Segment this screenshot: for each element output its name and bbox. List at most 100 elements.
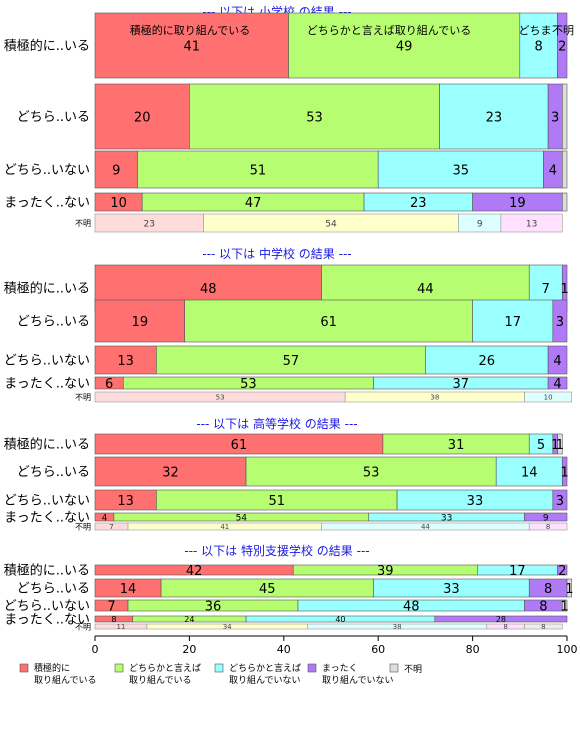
row-label: どちら..いない: [4, 599, 90, 614]
data-label: 8: [111, 615, 116, 624]
x-tick-label: 100: [557, 643, 578, 656]
data-label: 5: [537, 438, 545, 453]
unknown-data-label: 54: [325, 219, 337, 229]
bar-segment: [434, 615, 568, 623]
data-label: 7: [107, 599, 115, 614]
data-label: 4: [549, 163, 557, 178]
data-label: 53: [240, 377, 257, 392]
unknown-data-label: 53: [216, 394, 225, 402]
data-label: 48: [403, 599, 420, 614]
legend-swatch: [307, 663, 317, 673]
unknown-data-label: 44: [421, 523, 430, 531]
data-label: 3: [551, 110, 559, 125]
bar-segment: [552, 489, 568, 511]
data-label: 1: [565, 582, 573, 597]
bar-segment: [137, 150, 379, 189]
bar-segment: [561, 83, 568, 150]
data-label: 17: [509, 564, 526, 579]
bar-segment: [557, 12, 568, 79]
row-label: 積極的に..いる: [4, 437, 90, 453]
data-label: 9: [543, 513, 549, 523]
x-tick-label: 80: [466, 643, 480, 656]
x-tick-label: 0: [92, 643, 99, 656]
legend-label: 取り組んでいる: [129, 674, 192, 686]
data-label: 53: [363, 465, 380, 480]
data-label: 44: [417, 282, 434, 297]
panel-title: --- 以下は 中学校 の結果 ---: [202, 246, 351, 261]
bar-segment: [561, 150, 568, 189]
data-label: 33: [443, 582, 460, 597]
data-label: 1: [560, 282, 568, 297]
data-label: 33: [467, 494, 484, 509]
column-label: 積極的に取り組んでいる: [130, 23, 250, 37]
data-label: 61: [231, 438, 248, 453]
data-label: 61: [320, 315, 337, 330]
data-label: 2: [558, 39, 566, 54]
bar-segment: [557, 433, 563, 455]
legend-swatch: [389, 663, 399, 673]
data-label: 24: [184, 615, 194, 624]
data-label: 14: [120, 582, 137, 597]
data-label: 14: [521, 465, 538, 480]
data-label: 19: [132, 315, 149, 330]
legend-label: 不明: [404, 664, 422, 675]
row-label: 積極的に..いる: [4, 563, 90, 579]
data-label: 9: [112, 163, 120, 178]
data-label: 31: [448, 438, 465, 453]
bar-segment: [94, 345, 157, 375]
unknown-data-label: 13: [526, 219, 537, 229]
data-label: 13: [117, 354, 134, 369]
unknown-bar-segment: [524, 623, 563, 630]
unknown-data-label: 41: [220, 523, 229, 531]
data-label: 26: [478, 354, 495, 369]
row-label: どちら..いる: [17, 315, 90, 330]
data-label: 42: [186, 564, 203, 579]
bar-segment: [547, 376, 568, 390]
data-label: 8: [544, 582, 552, 597]
bar-segment: [472, 299, 554, 343]
legend-label: どちらかと言えば: [229, 662, 301, 674]
unknown-row-label: 不明: [75, 623, 91, 632]
row-label: 積極的に..いる: [4, 281, 90, 297]
unknown-bar-segment: [524, 391, 573, 403]
legend-label: 積極的に: [34, 662, 70, 674]
row-label: どちら..いる: [17, 465, 90, 480]
data-label: 4: [553, 354, 561, 369]
data-label: 51: [268, 494, 285, 509]
unknown-data-label: 7: [109, 523, 113, 531]
legend-label: 取り組んでいない: [322, 674, 394, 686]
data-label: 8: [535, 39, 543, 54]
row-label: まったく..ない: [4, 196, 90, 211]
legend-label: 取り組んでいない: [229, 674, 301, 686]
data-label: 49: [396, 39, 413, 54]
data-label: 48: [200, 282, 217, 297]
bar-segment: [547, 345, 568, 375]
bar-segment: [156, 345, 426, 375]
data-label: 1: [560, 599, 568, 614]
bar-segment: [552, 299, 568, 343]
row-label: どちら..いない: [4, 354, 90, 369]
data-label: 8: [539, 599, 547, 614]
bar-segment: [425, 345, 549, 375]
row-label: どちら..いる: [17, 110, 90, 125]
data-label: 53: [306, 110, 323, 125]
bar-segment: [94, 299, 185, 343]
data-label: 6: [105, 377, 113, 392]
legend-label: 取り組んでいる: [34, 674, 97, 686]
data-label: 54: [236, 513, 248, 523]
row-label: まったく..ない: [4, 613, 90, 628]
unknown-row-label: 不明: [75, 219, 91, 228]
unknown-row-label: 不明: [75, 523, 91, 532]
unknown-data-label: 23: [144, 219, 155, 229]
legend-swatch: [114, 663, 124, 673]
column-label: どちま: [519, 24, 552, 37]
unknown-data-label: 38: [430, 394, 439, 402]
bar-segment: [495, 456, 563, 487]
bar-segment: [94, 456, 247, 487]
data-label: 1: [551, 438, 559, 453]
column-label: 不明: [552, 24, 574, 37]
data-label: 41: [183, 39, 200, 54]
column-label: どちらかと言えば取り組んでいる: [307, 24, 471, 37]
row-label: どちら..いない: [4, 494, 90, 509]
data-label: 1: [560, 465, 568, 480]
